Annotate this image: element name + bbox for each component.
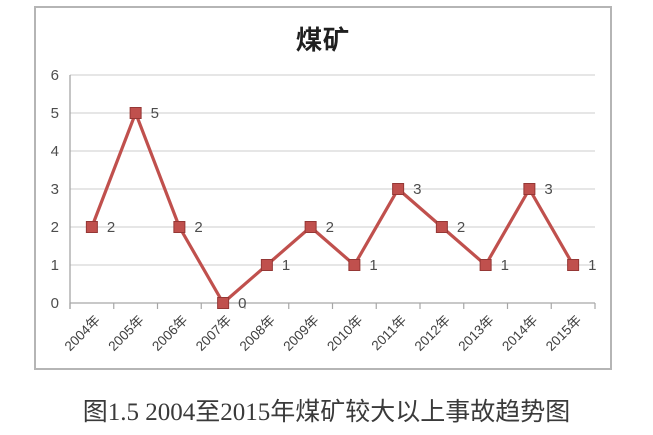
- data-point-marker: [392, 183, 405, 195]
- data-point-marker: [304, 221, 317, 233]
- data-point-marker: [435, 221, 448, 233]
- x-axis-tick-label: 2008年: [237, 313, 278, 354]
- x-axis-tick-label: 2010年: [324, 313, 365, 354]
- x-axis-tick-label: 2004年: [62, 313, 103, 354]
- x-axis-tick-label: 2009年: [280, 313, 321, 354]
- data-point-marker: [173, 221, 186, 233]
- x-axis-tick-label: 2014年: [499, 313, 540, 354]
- x-axis-tick-label: 2012年: [412, 313, 453, 354]
- x-axis-tick-label: 2007年: [193, 313, 234, 354]
- data-point-marker: [567, 259, 580, 271]
- data-point-label: 2: [194, 219, 202, 236]
- chart-title: 煤矿: [295, 25, 350, 55]
- data-point-label: 3: [544, 181, 552, 198]
- y-axis-tick-label: 2: [51, 219, 59, 236]
- data-point-label: 2: [457, 219, 465, 236]
- data-point-label: 1: [282, 257, 290, 274]
- data-point-label: 1: [588, 257, 596, 274]
- data-point-label: 3: [413, 181, 421, 198]
- y-axis-tick-label: 0: [51, 295, 59, 312]
- y-axis-tick-label: 6: [51, 67, 59, 84]
- data-point-label: 5: [151, 105, 159, 122]
- data-point-label: 2: [326, 219, 334, 236]
- x-axis-tick-label: 2006年: [149, 313, 190, 354]
- chart-frame: 煤矿 0 1 2 3 4 5 6 2004年 2005年 2006年 2007年 2008年 2009年…: [34, 6, 612, 370]
- data-point-marker: [260, 259, 273, 271]
- data-point-label: 1: [369, 257, 377, 274]
- data-point-marker: [523, 183, 536, 195]
- data-point-marker: [479, 259, 492, 271]
- y-axis-tick-label: 1: [51, 257, 59, 274]
- y-axis-tick-label: 4: [51, 143, 59, 160]
- data-point-marker: [129, 107, 142, 119]
- y-axis-tick-label: 3: [51, 181, 59, 198]
- data-point-marker: [85, 221, 98, 233]
- data-point-label: 1: [501, 257, 509, 274]
- figure-caption: 图1.5 2004至2015年煤矿较大以上事故趋势图: [82, 399, 571, 426]
- x-axis-tick-label: 2005年: [105, 313, 146, 354]
- data-point-label: 0: [238, 295, 246, 312]
- x-axis-tick-label: 2015年: [543, 313, 584, 354]
- series-line: [90, 111, 575, 305]
- x-axis-tick-label: 2011年: [369, 313, 410, 354]
- x-axis-tick-label: 2013年: [455, 313, 496, 354]
- y-axis-tick-label: 5: [51, 105, 59, 122]
- data-point-marker: [217, 297, 230, 309]
- data-point-marker: [348, 259, 361, 271]
- data-point-label: 2: [107, 219, 115, 236]
